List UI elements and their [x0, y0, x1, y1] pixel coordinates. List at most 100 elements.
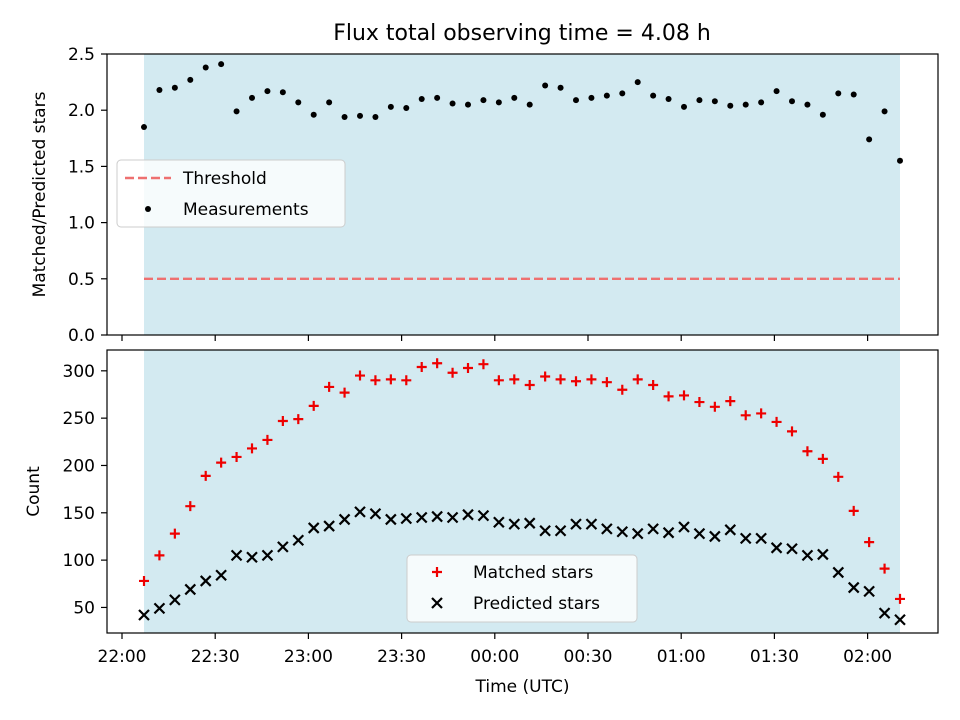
matched-star-point	[463, 362, 473, 373]
predicted-star-point	[894, 613, 906, 626]
measurement-point	[465, 101, 471, 108]
count-y-axis-label: Count	[24, 466, 44, 517]
measurement-point	[727, 102, 734, 109]
matched-star-point	[339, 387, 350, 398]
matched-star-point	[725, 396, 736, 407]
legend-predicted-swatch	[431, 597, 443, 609]
matched-star-point	[509, 374, 520, 385]
count-axes-frame	[106, 349, 939, 634]
predicted-star-point	[446, 511, 459, 524]
matched-star-point	[154, 550, 165, 561]
measurement-point	[835, 90, 842, 97]
matched-star-point	[385, 374, 396, 385]
measurement-point	[634, 79, 641, 86]
measurement-point	[696, 97, 703, 104]
x-axis-label: Time (UTC)	[475, 677, 570, 697]
predicted-star-point	[292, 534, 305, 547]
legend-predicted-label: Predicted stars	[473, 594, 600, 614]
predicted-star-point	[261, 549, 274, 562]
predicted-star-point	[817, 548, 829, 561]
matched-star-point	[679, 390, 689, 401]
ratio-ytick-label: 1.0	[68, 214, 95, 234]
measurement-point	[264, 88, 271, 95]
predicted-star-point	[246, 551, 258, 564]
matched-star-point	[756, 408, 767, 419]
predicted-star-point	[523, 517, 536, 529]
matched-star-point	[416, 362, 427, 373]
count-ytick-label: 200	[63, 456, 95, 476]
matched-star-point	[231, 451, 242, 462]
ratio-ytick-label: 0.5	[68, 270, 95, 290]
matched-star-point	[648, 380, 659, 391]
predicted-star-point	[215, 569, 227, 582]
predicted-star-point	[493, 516, 505, 529]
ratio-legend: Threshold Measurements	[116, 159, 346, 228]
matched-star-point	[216, 457, 227, 468]
matched-star-point	[740, 410, 751, 421]
count-xtick-label: 23:00	[284, 647, 333, 667]
count-xtick-label: 00:30	[564, 647, 613, 667]
count-ytick-label: 250	[63, 409, 95, 429]
measurement-point	[711, 98, 718, 105]
measurement-point	[742, 101, 749, 108]
legend-matched-label: Matched stars	[473, 563, 593, 583]
matched-star-point	[571, 376, 581, 387]
matched-star-point	[277, 415, 288, 426]
ratio-panel: 0.0 0.5 1.0 1.5 2.0 2.5 Matched/Predicted star…	[30, 45, 939, 346]
matched-star-point	[308, 400, 319, 411]
matched-star-point	[709, 401, 720, 412]
measurement-point	[326, 99, 333, 106]
measurement-point	[249, 94, 255, 101]
matched-star-point	[663, 391, 674, 402]
measurement-point	[141, 124, 147, 131]
measurement-point	[310, 111, 317, 118]
measurement-point	[187, 76, 194, 83]
matched-star-point	[833, 471, 844, 482]
predicted-star-point	[477, 509, 490, 522]
measurement-point	[819, 111, 826, 118]
count-ytick-label: 300	[63, 362, 95, 382]
predicted-star-point	[508, 518, 521, 530]
predicted-star-point	[662, 526, 675, 539]
count-xtick-label: 02:00	[843, 647, 892, 667]
matched-star-point	[864, 537, 875, 548]
predicted-star-point	[878, 607, 891, 619]
measurement-point	[480, 97, 487, 104]
matched-star-point	[540, 371, 551, 382]
matched-star-point	[478, 359, 489, 370]
predicted-star-point	[647, 523, 659, 535]
count-xtick-label: 01:00	[657, 647, 706, 667]
measurement-point	[403, 104, 410, 111]
count-ytick-label: 100	[63, 551, 95, 571]
measurement-point	[881, 108, 888, 115]
count-xtick-label: 22:30	[191, 647, 240, 667]
measurement-point	[773, 88, 780, 95]
matched-star-point	[324, 381, 335, 392]
predicted-star-point	[631, 527, 644, 540]
predicted-star-point	[277, 541, 289, 553]
count-xtick-label: 23:30	[377, 647, 426, 667]
predicted-star-point	[739, 532, 752, 545]
matched-star-point	[185, 501, 196, 512]
ratio-ytick-label: 2.5	[68, 45, 95, 65]
matched-star-point	[169, 528, 180, 539]
count-xtick-label: 22:00	[98, 647, 147, 667]
predicted-star-point	[616, 525, 629, 538]
measurement-point	[542, 82, 549, 89]
measurement-point	[341, 113, 348, 120]
predicted-star-point	[462, 508, 474, 521]
ratio-ytick-label: 2.0	[68, 101, 95, 121]
predicted-star-point	[354, 506, 366, 518]
measurement-point	[357, 112, 363, 119]
predicted-star-point	[153, 602, 166, 615]
predicted-star-point	[338, 513, 351, 526]
predicted-star-point	[400, 512, 413, 525]
matched-star-point	[139, 575, 149, 586]
legend-threshold-label: Threshold	[182, 169, 267, 189]
measurement-point	[387, 103, 394, 110]
measurement-point	[804, 101, 811, 108]
measurement-point	[573, 97, 579, 104]
predicted-star-point	[693, 527, 706, 540]
measurement-point	[665, 95, 672, 102]
